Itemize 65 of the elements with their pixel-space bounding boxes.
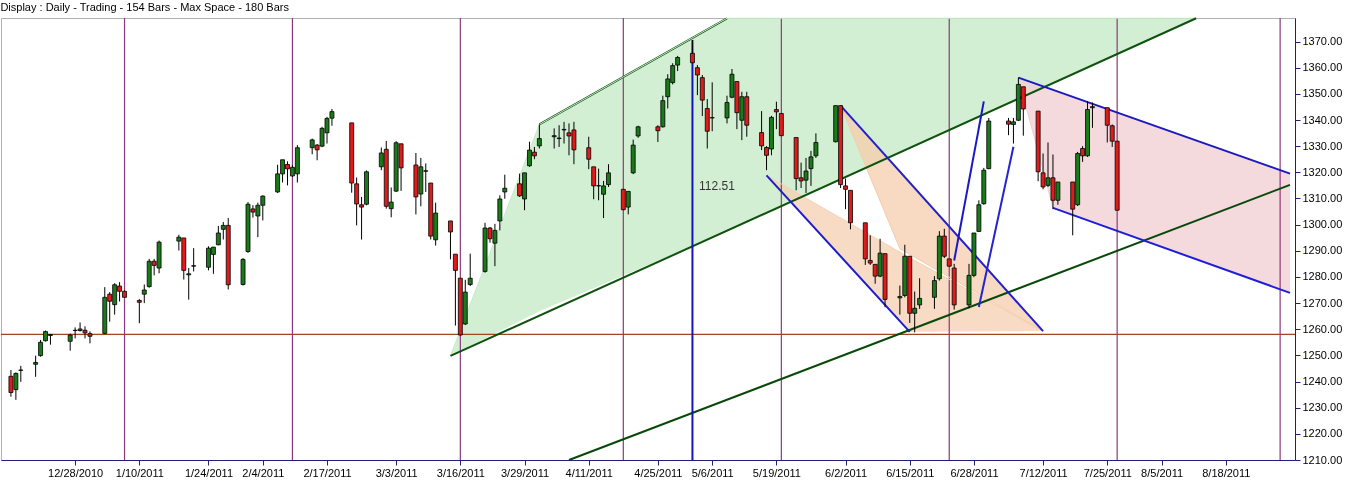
candlestick	[136, 298, 142, 324]
candlestick	[774, 101, 779, 130]
x-tick-label: 5/6/2011	[691, 466, 734, 479]
y-tick-label: 1230.00	[1302, 401, 1343, 414]
x-tick-label: 2/4/2011	[242, 466, 285, 479]
candlestick	[186, 267, 192, 301]
y-tick-label: 1250.00	[1302, 348, 1343, 361]
y-tick-label: 1320.00	[1302, 165, 1343, 178]
candlestick	[709, 81, 715, 132]
x-tick-label: 4/11/2011	[565, 466, 613, 479]
x-tick-label: 7/25/2011	[1083, 466, 1132, 479]
candlestick	[625, 190, 631, 215]
candlestick	[448, 220, 453, 260]
candlestick	[843, 178, 848, 210]
x-tick-label: 6/15/2011	[886, 466, 935, 479]
candlestick	[606, 163, 611, 188]
candlestick	[467, 253, 473, 287]
y-tick-label: 1360.00	[1302, 61, 1343, 74]
candlestick	[778, 112, 784, 137]
y-tick-label: 1270.00	[1302, 296, 1343, 309]
candlestick	[1020, 86, 1026, 137]
y-tick-label: 1350.00	[1302, 87, 1343, 100]
y-tick-label: 1280.00	[1302, 270, 1343, 283]
candlestick	[536, 123, 542, 150]
annotation: 112.51	[699, 179, 736, 193]
y-tick-label: 1300.00	[1302, 218, 1343, 231]
x-tick-label: 7/12/2011	[1019, 466, 1068, 479]
x-tick-label: 3/16/2011	[436, 466, 485, 479]
chart-title: Display : Daily - Trading - 154 Bars - Max Space - 180 Bars	[0, 1, 290, 14]
y-tick-label: 1340.00	[1302, 113, 1343, 126]
candlestick	[699, 74, 705, 117]
y-tick-label: 1330.00	[1302, 139, 1343, 152]
candlestick	[917, 277, 923, 310]
x-tick-label: 4/25/2011	[634, 466, 683, 479]
x-tick-label: 3/3/2011	[375, 466, 418, 479]
y-tick-label: 1370.00	[1302, 35, 1343, 48]
candlestick	[591, 166, 597, 200]
y-tick-label: 1220.00	[1302, 427, 1343, 440]
x-tick-label: 8/18/2011	[1202, 466, 1251, 479]
candlestick	[932, 275, 937, 310]
candlestick	[191, 247, 197, 272]
candlestick	[497, 194, 503, 231]
candlestick	[867, 234, 873, 266]
x-tick-label: 8/5/2011	[1141, 466, 1184, 479]
candlestick	[502, 174, 508, 200]
candlestick	[453, 253, 458, 327]
x-tick-label: 6/2/2011	[825, 466, 868, 479]
x-tick-label: 3/29/2011	[500, 466, 550, 479]
candlestick	[759, 110, 764, 151]
candlestick	[586, 136, 592, 170]
x-tick-label: 2/17/2011	[303, 466, 352, 479]
y-tick-label: 1290.00	[1302, 244, 1343, 257]
candlestick	[141, 284, 147, 304]
y-tick-label: 1260.00	[1302, 322, 1343, 335]
x-tick-label: 1/24/2011	[184, 466, 234, 479]
y-tick-label: 1210.00	[1302, 453, 1343, 466]
candlestick	[1090, 101, 1095, 129]
y-tick-label: 1240.00	[1302, 375, 1343, 388]
y-tick-label: 1310.00	[1302, 191, 1343, 204]
x-tick-label: 1/10/2011	[115, 466, 164, 479]
x-tick-label: 5/19/2011	[752, 466, 801, 479]
x-tick-label: 12/28/2010	[48, 466, 104, 479]
x-tick-label: 6/28/2011	[950, 466, 999, 479]
candlestick	[33, 355, 39, 378]
candlestick	[694, 64, 700, 96]
